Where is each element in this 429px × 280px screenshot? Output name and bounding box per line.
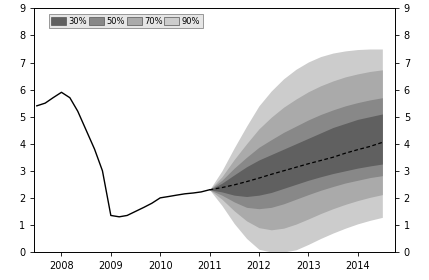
Legend: 30%, 50%, 70%, 90%: 30%, 50%, 70%, 90% <box>49 15 203 29</box>
